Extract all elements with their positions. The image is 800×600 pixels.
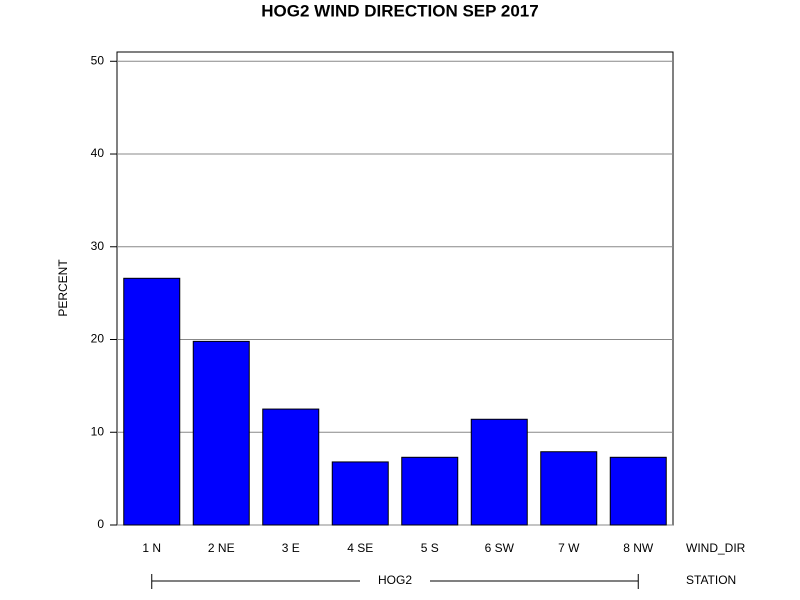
y-axis-label: PERCENT bbox=[56, 259, 70, 317]
x-axis-label: WIND_DIR bbox=[686, 541, 746, 555]
y-tick-label: 20 bbox=[91, 332, 105, 346]
y-tick-label: 30 bbox=[91, 239, 105, 253]
group-axis-label: STATION bbox=[686, 573, 736, 587]
x-tick-label: 7 W bbox=[558, 541, 580, 555]
bar bbox=[609, 456, 667, 526]
bar bbox=[123, 277, 181, 526]
bar bbox=[192, 340, 250, 526]
x-tick-label: 4 SE bbox=[347, 541, 373, 555]
group-label: HOG2 bbox=[378, 573, 412, 587]
y-tick-label: 0 bbox=[97, 517, 104, 531]
bar bbox=[262, 408, 320, 526]
bar bbox=[540, 451, 598, 526]
y-tick-label: 40 bbox=[91, 146, 105, 160]
x-tick-label: 8 NW bbox=[623, 541, 654, 555]
x-tick-label: 2 NE bbox=[208, 541, 235, 555]
bar bbox=[331, 461, 389, 526]
chart-title: HOG2 WIND DIRECTION SEP 2017 bbox=[261, 1, 538, 20]
x-tick-label: 3 E bbox=[282, 541, 300, 555]
y-tick-label: 50 bbox=[91, 53, 105, 67]
bar bbox=[470, 418, 528, 526]
x-tick-label: 5 S bbox=[421, 541, 439, 555]
x-tick-label: 1 N bbox=[142, 541, 161, 555]
bar bbox=[401, 456, 459, 526]
x-tick-label: 6 SW bbox=[485, 541, 515, 555]
y-tick-label: 10 bbox=[91, 424, 105, 438]
